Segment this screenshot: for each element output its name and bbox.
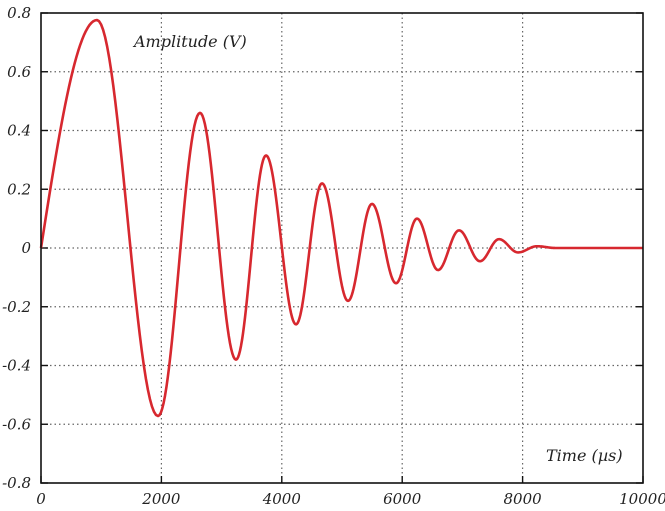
y-tick-label: -0.8 bbox=[2, 474, 31, 492]
y-tick-label: -0.4 bbox=[2, 357, 31, 375]
y-tick-label: 0.4 bbox=[7, 122, 31, 140]
ticks: 0 2000 4000 6000 8000 10000 0.8 0.6 0.4 0.2 0 -0.2 -… bbox=[2, 4, 665, 508]
y-tick-label: 0 bbox=[21, 239, 31, 257]
y-tick-label: 0.8 bbox=[7, 4, 31, 22]
x-tick-label: 8000 bbox=[504, 490, 543, 508]
y-tick-label: -0.6 bbox=[2, 415, 31, 433]
y-tick-label: 0.6 bbox=[7, 63, 31, 81]
x-tick-label: 4000 bbox=[262, 490, 302, 508]
plot-frame bbox=[40, 12, 644, 484]
x-tick-label: 10000 bbox=[619, 490, 665, 508]
y-tick-label: -0.2 bbox=[2, 298, 31, 316]
x-tick-label: 2000 bbox=[141, 490, 181, 508]
x-axis-label: Time (µs) bbox=[546, 446, 623, 465]
y-tick-label: 0.2 bbox=[7, 180, 31, 198]
y-axis-label: Amplitude (V) bbox=[132, 32, 247, 51]
grid bbox=[41, 13, 643, 483]
x-tick-label: 0 bbox=[36, 490, 46, 508]
series-line bbox=[39, 18, 643, 418]
x-tick-label: 6000 bbox=[383, 490, 422, 508]
